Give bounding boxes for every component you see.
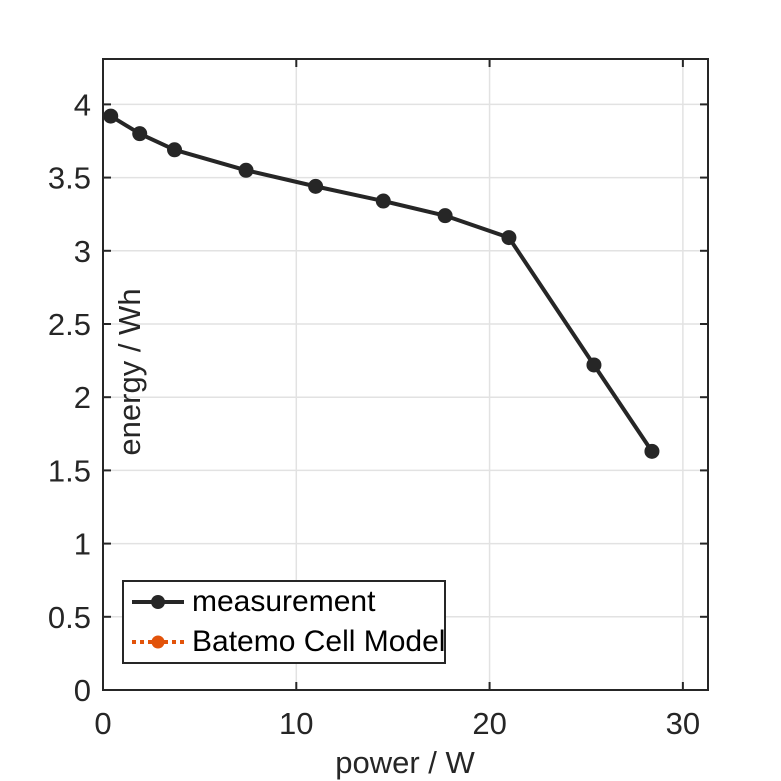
y-tick-label: 2.5 — [48, 307, 91, 342]
data-point-marker — [103, 108, 119, 124]
legend: measurement Batemo Cell Model — [122, 580, 446, 664]
x-tick-label: 10 — [279, 706, 313, 741]
data-point-marker — [501, 230, 517, 246]
y-tick-label: 0 — [74, 673, 91, 708]
y-tick-label: 2 — [74, 380, 91, 415]
data-point-marker — [644, 443, 660, 459]
data-point-marker — [308, 178, 324, 194]
y-tick-label: 0.5 — [48, 600, 91, 635]
batemo-dotted-line-swatch — [132, 635, 184, 649]
data-point-marker — [167, 142, 183, 158]
legend-entry-measurement: measurement — [130, 583, 444, 621]
legend-label-batemo-cell-model: Batemo Cell Model — [192, 624, 446, 658]
x-tick-label: 30 — [666, 706, 700, 741]
data-point-marker — [437, 208, 453, 224]
legend-label-measurement: measurement — [192, 585, 376, 619]
series-line-measurement — [109, 114, 654, 453]
y-tick-label: 4 — [74, 87, 91, 122]
axes-box — [102, 58, 709, 691]
x-tick-label: 0 — [94, 706, 111, 741]
x-tick-label: 20 — [472, 706, 506, 741]
data-point-marker — [375, 193, 391, 209]
y-tick-label: 3.5 — [48, 161, 91, 196]
measurement-line-swatch — [132, 595, 184, 610]
data-point-marker — [238, 162, 254, 178]
y-axis-label: energy / Wh — [112, 288, 147, 456]
data-series — [103, 108, 660, 459]
data-point-marker — [132, 126, 148, 142]
y-tick-label: 3 — [74, 234, 91, 269]
data-point-marker — [586, 357, 602, 373]
legend-entry-batemo-cell-model: Batemo Cell Model — [130, 623, 446, 661]
y-tick-label: 1 — [74, 527, 91, 562]
x-axis-label: power / W — [335, 745, 475, 780]
y-tick-label: 1.5 — [48, 453, 91, 488]
tick-labels: 0 10 20 30 0 0.5 1 1.5 2 2.5 3 3.5 4 — [48, 87, 700, 741]
